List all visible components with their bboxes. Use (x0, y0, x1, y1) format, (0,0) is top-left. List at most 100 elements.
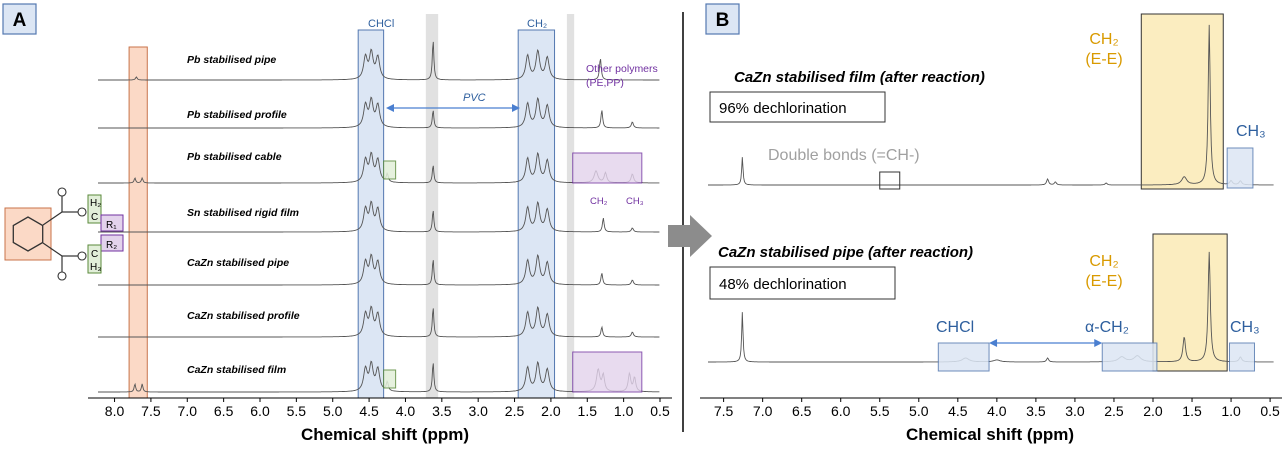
spectrum-trace-4 (98, 200, 660, 233)
x-tick-label: 1.5 (1182, 403, 1202, 419)
green-marker-box (383, 160, 397, 180)
x-tick-label: 1.0 (1221, 403, 1241, 419)
x-tick-label: 5.0 (909, 403, 929, 419)
sample-label: CaZn stabilised profile (187, 310, 300, 322)
x-tick-label: 0.5 (1260, 403, 1280, 419)
r1-box (100, 214, 124, 232)
x-tick-label: 2.5 (505, 403, 525, 419)
chcl-arrow-head-left (989, 339, 998, 347)
ch2-label: CH₂ (527, 18, 547, 30)
panel-a-sample-labels: Pb stabilised pipe Pb stabilised profile P… (187, 54, 300, 376)
ch2-ee-label-top: CH₂ (1089, 31, 1118, 48)
pipe-title: CaZn stabilised pipe (after reaction) (718, 244, 973, 261)
x-tick-label: 3.5 (432, 403, 452, 419)
panel-b-x-axis: 7.5 7.0 6.5 6.0 5.5 5.0 4.5 4.0 3.5 3.0 2.5 2.0 1.5 1… (700, 397, 1282, 444)
chcl-band (357, 29, 385, 399)
panel-b-highlight-bands (1140, 13, 1228, 372)
other-polymers-label: Other polymers (586, 63, 658, 75)
gray-band (425, 14, 439, 398)
x-tick-label: 7.5 (141, 403, 161, 419)
polymer-ch3-label: CH₃ (626, 196, 644, 207)
spectrum-trace-1 (98, 41, 660, 81)
x-tick-label: 7.0 (178, 403, 198, 419)
oxygen-atom (77, 251, 87, 261)
x-tick-label: 2.5 (1104, 403, 1124, 419)
double-bond-marker-box (879, 171, 901, 190)
spectrum-trace-film (708, 24, 1274, 186)
phthalate-aromatic-band (128, 46, 148, 399)
chcl-box-bottom (937, 342, 990, 372)
transition-arrow (668, 215, 712, 257)
x-tick-label: 4.0 (396, 403, 416, 419)
oxygen-atom (57, 271, 67, 281)
spectrum-trace-7 (98, 360, 660, 393)
ch2-group-box (87, 194, 102, 224)
ch2-ee-band-bottom (1152, 233, 1228, 372)
x-tick-label: 8.0 (105, 403, 125, 419)
pvc-label: PVC (463, 92, 486, 104)
x-tick-label: 6.0 (831, 403, 851, 419)
pipe-dechlorination-label: 48% dechlorination (719, 276, 847, 293)
spectrum-trace-5 (98, 253, 660, 286)
x-axis-title: Chemical shift (ppm) (301, 425, 469, 444)
ch3-label-bottom: CH₃ (1230, 319, 1260, 336)
sample-label: CaZn stabilised pipe (187, 257, 289, 269)
double-bonds-label: Double bonds (=CH-) (768, 147, 920, 164)
x-tick-label: 4.0 (987, 403, 1007, 419)
panel-b-traces (708, 24, 1274, 363)
panel-b-label-box (705, 3, 740, 35)
panel-a-highlight-bands (128, 14, 575, 399)
ch3-box-bottom (1229, 342, 1255, 372)
panel-b-annotations: CaZn stabilised film (after reaction) 96%… (709, 31, 1266, 372)
sample-label: CaZn stabilised film (187, 364, 286, 376)
x-tick-label: 6.5 (214, 403, 234, 419)
panel-a-label-box (2, 3, 37, 35)
x-tick-label: 3.0 (1065, 403, 1085, 419)
bond (42, 242, 63, 257)
benzene-ring (12, 216, 44, 252)
panel-a-annotations: CHCl CH₂ PVC Other polymers (PE,PP) CH₂ CH₃ (368, 18, 658, 393)
x-tick-label: 4.5 (359, 403, 379, 419)
spectrum-trace-pipe (708, 251, 1274, 363)
ch2-ee-sub-label-top: (E-E) (1085, 51, 1122, 68)
ch3-label-top: CH₃ (1236, 123, 1266, 140)
x-tick-label: 3.0 (468, 403, 488, 419)
structure-c: C (91, 212, 98, 223)
spectrum-trace-2 (98, 96, 660, 129)
oxygen-atom (57, 187, 67, 197)
ch2-ee-band-top (1140, 13, 1224, 190)
structure-c: C (91, 249, 98, 260)
panel-b-label: B (716, 10, 730, 31)
x-axis-title: Chemical shift (ppm) (906, 425, 1074, 444)
structure-r2: R₂ (106, 240, 117, 251)
x-tick-label: 4.5 (948, 403, 968, 419)
x-tick-label: 0.5 (650, 403, 670, 419)
x-tick-label: 3.5 (1026, 403, 1046, 419)
gray-band (566, 14, 575, 398)
structure-h3: H₃ (90, 262, 101, 273)
chcl-label-bottom: CHCl (936, 319, 974, 336)
ch3-group-box (87, 244, 102, 274)
aromatic-ring-box (4, 207, 52, 261)
panel-b: B CaZn stabilised film (after reaction) 9… (700, 3, 1282, 444)
chcl-label: CHCl (368, 18, 394, 30)
x-tick-label: 5.0 (323, 403, 343, 419)
sample-label: Pb stabilised pipe (187, 54, 276, 66)
bond (42, 211, 63, 226)
x-tick-label: 6.0 (250, 403, 270, 419)
spectrum-trace-3 (98, 151, 660, 184)
r2-box (100, 234, 124, 252)
x-tick-label: 2.0 (541, 403, 561, 419)
x-tick-label: 7.0 (753, 403, 773, 419)
panel-a-label: A (13, 10, 27, 31)
panel-a-x-axis: 8.0 7.5 7.0 6.5 6.0 5.5 5.0 4.5 4.0 3.5 3.0 2.5 2.0 1… (88, 397, 672, 444)
sample-label: Sn stabilised rigid film (187, 207, 299, 219)
phthalate-structure: H₂ C R₁ R₂ C H₃ (4, 187, 124, 281)
panel-a-traces (98, 41, 660, 393)
film-title: CaZn stabilised film (after reaction) (734, 69, 985, 86)
alpha-ch2-box (1101, 342, 1158, 372)
ch2-ee-sub-label-bottom: (E-E) (1085, 273, 1122, 290)
polyolefin-box (572, 351, 643, 393)
x-tick-label: 6.5 (792, 403, 812, 419)
